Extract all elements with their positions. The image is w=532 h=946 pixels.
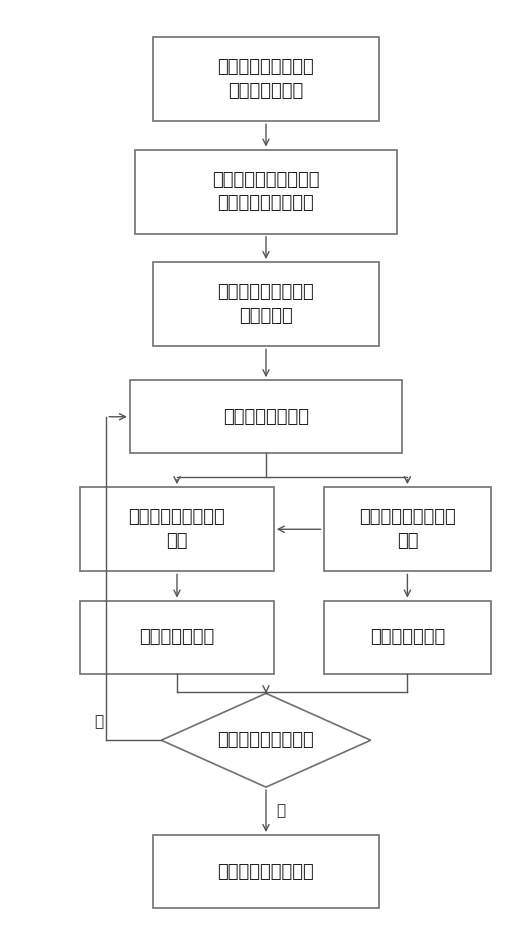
- Bar: [153, 835, 379, 908]
- Text: 抗体种群的更新: 抗体种群的更新: [139, 628, 214, 646]
- Text: 个体的克隆和超变异
操作: 个体的克隆和超变异 操作: [129, 508, 226, 550]
- Text: 对个体编码并产生初
始抗体种群: 对个体编码并产生初 始抗体种群: [218, 284, 314, 325]
- Text: 将主机历史攻击实例
数据进行格式化: 将主机历史攻击实例 数据进行格式化: [218, 59, 314, 100]
- Text: 满足算法终结条件？: 满足算法终结条件？: [218, 731, 314, 749]
- Bar: [153, 262, 379, 346]
- Bar: [323, 601, 491, 674]
- Text: 确定每个属性的模糊集
合及对应隶属度函数: 确定每个属性的模糊集 合及对应隶属度函数: [212, 171, 320, 213]
- Bar: [80, 487, 274, 571]
- Text: 计算个体的亲和度: 计算个体的亲和度: [223, 408, 309, 426]
- Text: 是: 是: [277, 803, 286, 818]
- Bar: [153, 37, 379, 121]
- Polygon shape: [161, 693, 371, 787]
- Bar: [130, 380, 402, 453]
- Text: 否: 否: [94, 714, 103, 729]
- Text: 记忆种群的更新: 记忆种群的更新: [370, 628, 445, 646]
- Bar: [80, 601, 274, 674]
- Text: 输出模糊关联规则库: 输出模糊关联规则库: [218, 863, 314, 881]
- Bar: [323, 487, 491, 571]
- Bar: [135, 149, 397, 234]
- Text: 个体的多样性计算和
判断: 个体的多样性计算和 判断: [359, 508, 456, 550]
